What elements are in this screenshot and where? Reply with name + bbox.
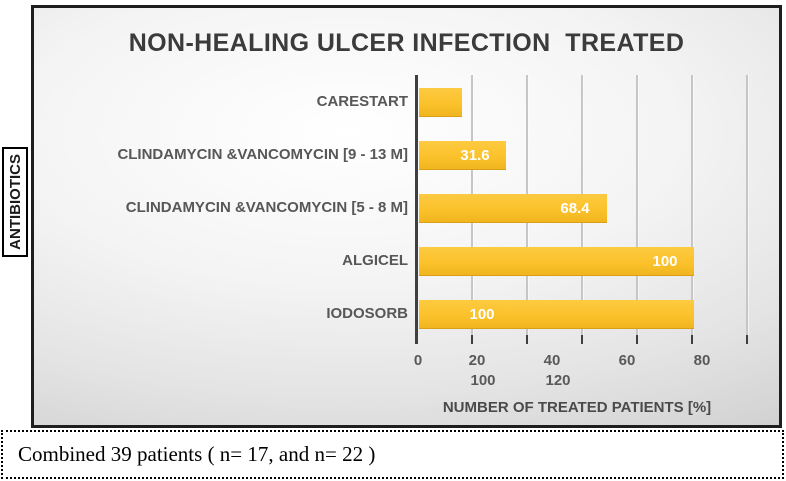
y-axis-line — [415, 75, 418, 344]
x-tick-label: 120 — [545, 372, 571, 389]
x-tick-label: 40 — [543, 352, 561, 369]
category-label: CLINDAMYCIN &VANCOMYCIN [9 - 13 M] — [117, 146, 408, 163]
gridline — [691, 75, 693, 335]
tick-mark — [526, 335, 528, 344]
x-tick-label: 20 — [468, 352, 486, 369]
category-label: IODOSORB — [326, 305, 408, 322]
x-axis-title: NUMBER OF TREATED PATIENTS [%] — [442, 399, 712, 416]
tick-mark — [691, 335, 693, 344]
bar-value-label: 100 — [652, 253, 678, 270]
bar — [419, 141, 506, 170]
x-tick-label: 80 — [693, 352, 711, 369]
tick-mark — [746, 335, 748, 344]
gridline — [746, 75, 748, 335]
tick-mark — [581, 335, 583, 344]
bar — [419, 194, 608, 223]
category-label: CARESTART — [316, 93, 408, 110]
bar-value-label: 68.4 — [560, 200, 590, 217]
bar — [419, 88, 463, 117]
bar-chart: NON-HEALING ULCER INFECTION TREATED 31.6… — [31, 5, 782, 428]
caption-text: Combined 39 patients ( n= 17, and n= 22 … — [18, 442, 376, 466]
tick-mark — [636, 335, 638, 344]
plot-area: 31.6 68.4 100 100 CARESTART CLINDAMYCIN &VAN… — [34, 8, 779, 425]
category-label: CLINDAMYCIN &VANCOMYCIN [5 - 8 M] — [125, 199, 408, 216]
bar-value-label: 31.6 — [460, 147, 490, 164]
caption-box: Combined 39 patients ( n= 17, and n= 22 … — [1, 430, 784, 479]
chart-title: NON-HEALING ULCER INFECTION TREATED — [128, 29, 685, 57]
bar-value-label: 100 — [469, 306, 495, 323]
bar — [419, 300, 694, 329]
category-label: ALGICEL — [342, 252, 408, 269]
x-tick-label: 0 — [413, 352, 423, 369]
x-tick-label: 100 — [470, 372, 496, 389]
tick-mark — [471, 335, 473, 344]
y-axis-label-box: ANTIBIOTICS — [2, 147, 28, 257]
x-tick-label: 60 — [618, 352, 636, 369]
gridline — [636, 75, 638, 335]
y-axis-label: ANTIBIOTICS — [6, 154, 24, 250]
bar — [419, 247, 694, 276]
